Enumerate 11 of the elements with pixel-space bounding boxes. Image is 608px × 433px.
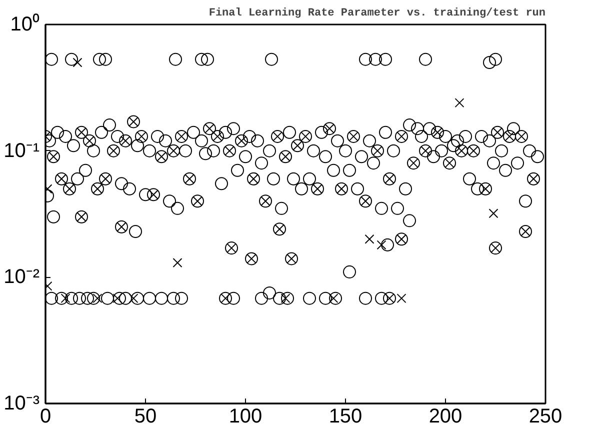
y-tick-label: 10⁻² (4, 266, 40, 288)
chart-title: Final Learning Rate Parameter vs. training/test run (208, 8, 546, 20)
x-tick-label: 0 (40, 406, 52, 428)
x-tick-label: 250 (528, 406, 562, 428)
x-tick-label: 50 (134, 406, 157, 428)
y-tick-label: 10⁰ (10, 12, 40, 36)
x-tick-label: 100 (228, 406, 262, 428)
x-tick-label: 150 (328, 406, 362, 428)
y-tick-label: 10⁻³ (4, 392, 40, 414)
x-tick-label: 200 (428, 406, 462, 428)
y-tick-label: 10⁻¹ (4, 140, 40, 162)
